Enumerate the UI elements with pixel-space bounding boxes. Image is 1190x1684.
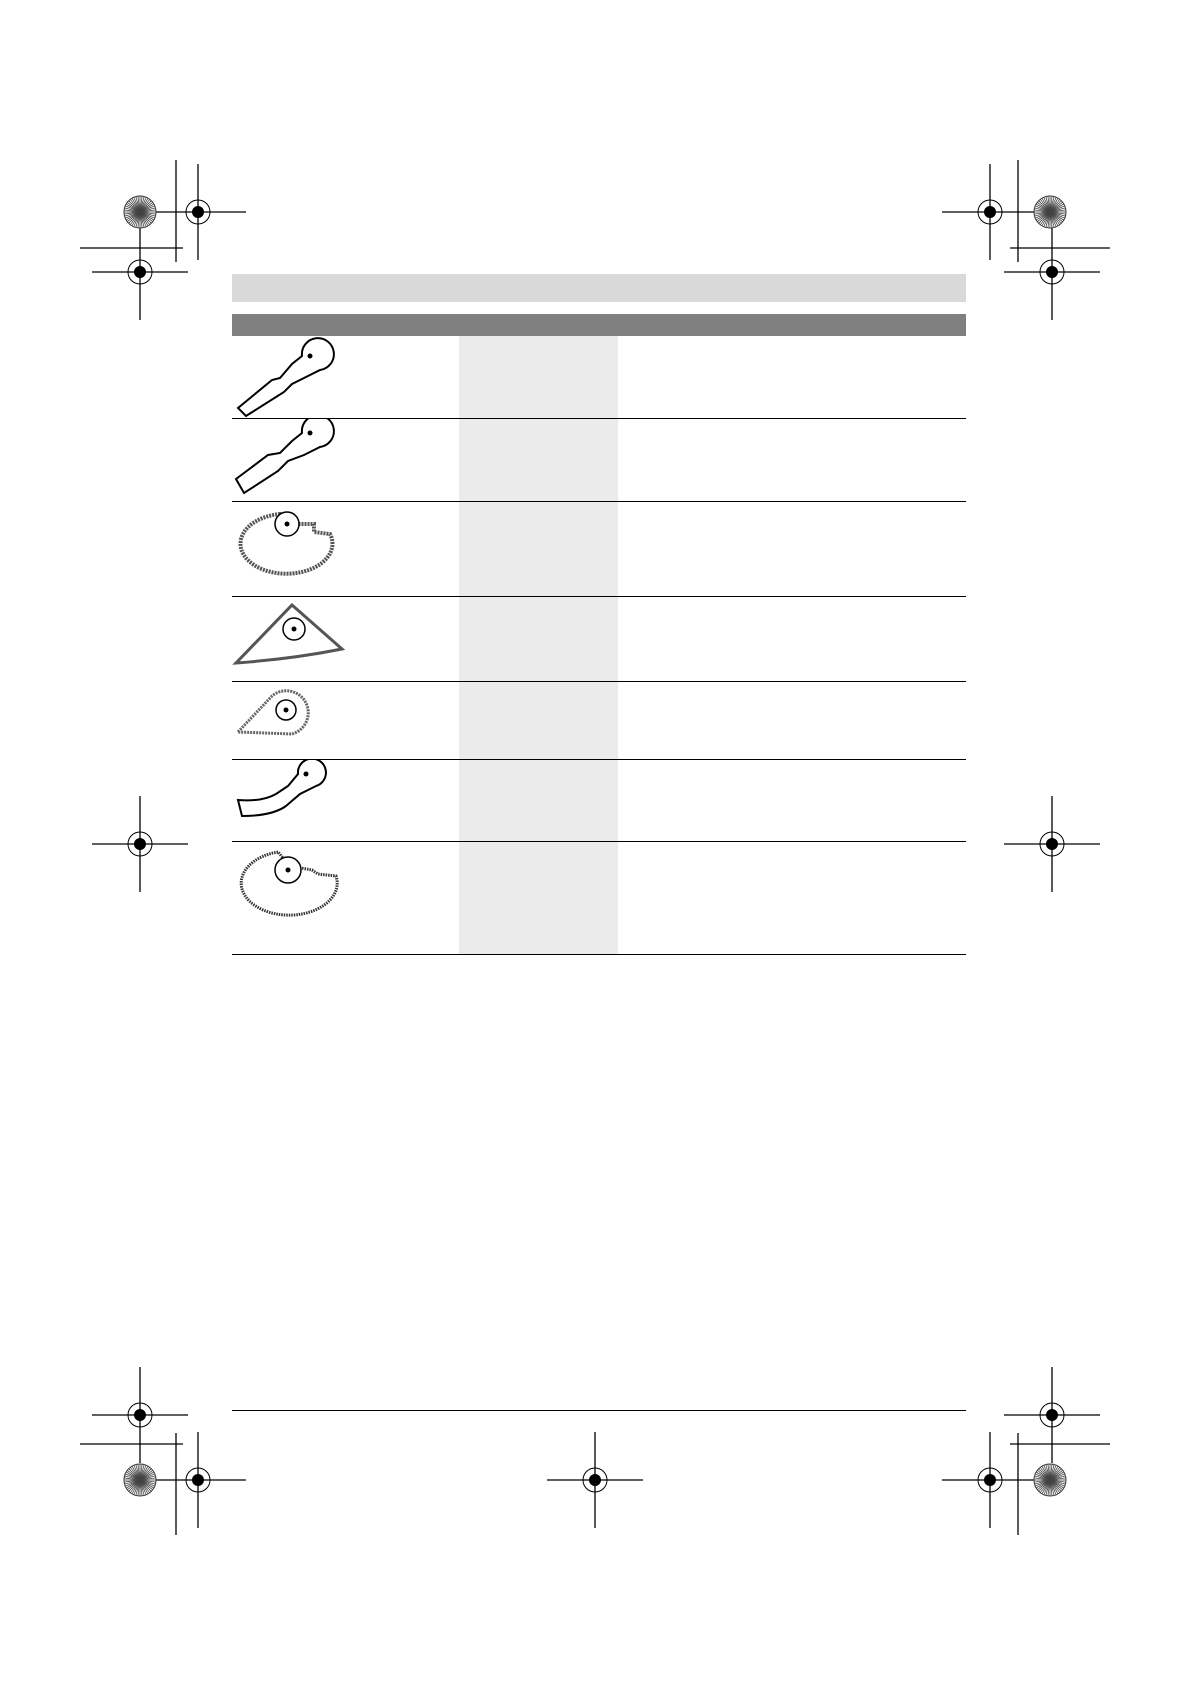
- table-cell-shaded: [459, 842, 618, 954]
- table-cell-shaded: [459, 419, 618, 501]
- scraper-blade-icon: [236, 760, 327, 818]
- table-row: [232, 842, 966, 955]
- accessory-table: [232, 336, 966, 955]
- crosshair-target-icon: [92, 796, 188, 892]
- segment-saw-blade-toothed-icon: [239, 850, 339, 917]
- crosshair-target-icon: [92, 224, 188, 320]
- table-row: [232, 502, 966, 597]
- carbide-rasp-icon: [234, 689, 310, 736]
- starburst-target-icon: [1033, 1463, 1067, 1497]
- table-cell-shaded: [459, 760, 618, 841]
- segment-saw-blade-carbide-icon: [238, 511, 335, 576]
- table-row: [232, 419, 966, 502]
- crosshair-target-icon: [942, 1432, 1038, 1528]
- crosshair-target-icon: [942, 164, 1038, 260]
- crosshair-target-icon: [1004, 796, 1100, 892]
- crosshair-target-icon: [1004, 224, 1100, 320]
- delta-sanding-plate-carbide-icon: [232, 602, 346, 665]
- starburst-target-icon: [123, 195, 157, 229]
- table-header: [232, 314, 966, 336]
- table-row: [232, 336, 966, 419]
- title-bar: [232, 274, 966, 302]
- footer-rule: [232, 1410, 966, 1411]
- table-cell-shaded: [459, 682, 618, 759]
- starburst-target-icon: [1033, 195, 1067, 229]
- table-cell-shaded: [459, 502, 618, 596]
- table-cell-shaded: [459, 597, 618, 681]
- table-row: [232, 682, 966, 760]
- crosshair-target-icon: [150, 164, 246, 260]
- starburst-target-icon: [123, 1463, 157, 1497]
- table-row: [232, 597, 966, 682]
- plunge-cut-blade-wide-icon: [234, 419, 335, 495]
- plunge-cut-blade-narrow-icon: [236, 337, 335, 418]
- crosshair-target-icon: [92, 1367, 188, 1463]
- crosshair-target-icon: [547, 1432, 643, 1528]
- table-cell-shaded: [459, 336, 618, 418]
- crosshair-target-icon: [150, 1432, 246, 1528]
- crosshair-target-icon: [1004, 1367, 1100, 1463]
- table-row: [232, 760, 966, 842]
